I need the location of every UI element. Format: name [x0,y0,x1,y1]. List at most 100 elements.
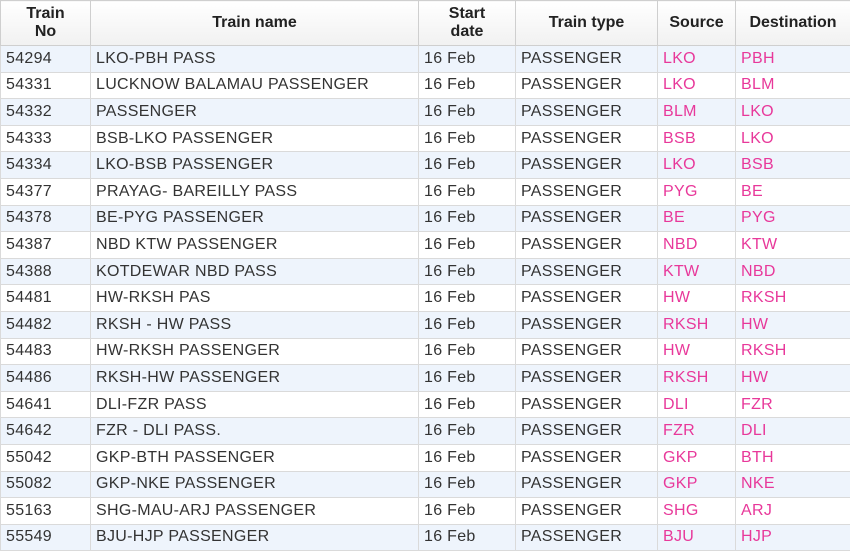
cell: LKO [658,46,736,73]
cell: BE [736,178,850,205]
cell: RKSH [736,285,850,312]
cell: 16 Feb [419,338,516,365]
cell: LKO [658,72,736,99]
cell: PASSENGER [516,258,658,285]
cell: NKE [736,471,850,498]
cell: LKO [736,99,850,126]
cell: 55549 [1,524,91,551]
cell: 54641 [1,391,91,418]
column-header[interactable]: Train name [91,1,419,46]
cell: BE [658,205,736,232]
cell: 54377 [1,178,91,205]
cell: 54642 [1,418,91,445]
cell: HJP [736,524,850,551]
cell: 54481 [1,285,91,312]
cell: BSB-LKO PASSENGER [91,125,419,152]
cell: KTW [658,258,736,285]
cell: 16 Feb [419,498,516,525]
column-header[interactable]: Source [658,1,736,46]
cell: HW [736,365,850,392]
cell: 54333 [1,125,91,152]
cell: RKSH [658,365,736,392]
cell: LKO-PBH PASS [91,46,419,73]
cell: 16 Feb [419,418,516,445]
cell: 16 Feb [419,99,516,126]
cell: 16 Feb [419,391,516,418]
cell: NBD [658,232,736,259]
column-header[interactable]: Train type [516,1,658,46]
cell: RKSH [736,338,850,365]
cell: 55163 [1,498,91,525]
cell: DLI [658,391,736,418]
cell: HW [658,338,736,365]
cell: HW [658,285,736,312]
cell: DLI-FZR PASS [91,391,419,418]
cell: BJU-HJP PASSENGER [91,524,419,551]
cell: PASSENGER [516,232,658,259]
cell: 55042 [1,444,91,471]
cell: SHG-MAU-ARJ PASSENGER [91,498,419,525]
cell: PASSENGER [516,99,658,126]
cell: KTW [736,232,850,259]
cell: 54388 [1,258,91,285]
cell: LKO-BSB PASSENGER [91,152,419,179]
cell: 54483 [1,338,91,365]
cell: FZR [736,391,850,418]
cell: BTH [736,444,850,471]
cell: 16 Feb [419,178,516,205]
cell: PASSENGER [516,444,658,471]
column-header[interactable]: Train No [1,1,91,46]
column-header[interactable]: Destination [736,1,850,46]
cell: PASSENGER [516,311,658,338]
cell: FZR [658,418,736,445]
cell: BSB [658,125,736,152]
cell: 16 Feb [419,285,516,312]
cell: BJU [658,524,736,551]
cell: GKP-NKE PASSENGER [91,471,419,498]
cell: PASSENGER [516,338,658,365]
cell: 16 Feb [419,524,516,551]
cell: KOTDEWAR NBD PASS [91,258,419,285]
cell: 54486 [1,365,91,392]
cell: 54387 [1,232,91,259]
cell: PASSENGER [516,152,658,179]
cell: 54294 [1,46,91,73]
cell: BE-PYG PASSENGER [91,205,419,232]
cell: 55082 [1,471,91,498]
cell: PASSENGER [516,72,658,99]
cell: PASSENGER [516,125,658,152]
cell: NBD KTW PASSENGER [91,232,419,259]
cell: BSB [736,152,850,179]
cell: PASSENGER [516,205,658,232]
cell: 16 Feb [419,444,516,471]
cell: 54334 [1,152,91,179]
cell: GKP [658,471,736,498]
cell: HW-RKSH PASSENGER [91,338,419,365]
column-header[interactable]: Start date [419,1,516,46]
cell: PRAYAG- BAREILLY PASS [91,178,419,205]
header-label: Train type [549,14,625,31]
cell: 16 Feb [419,205,516,232]
cell: PASSENGER [516,178,658,205]
cell: NBD [736,258,850,285]
